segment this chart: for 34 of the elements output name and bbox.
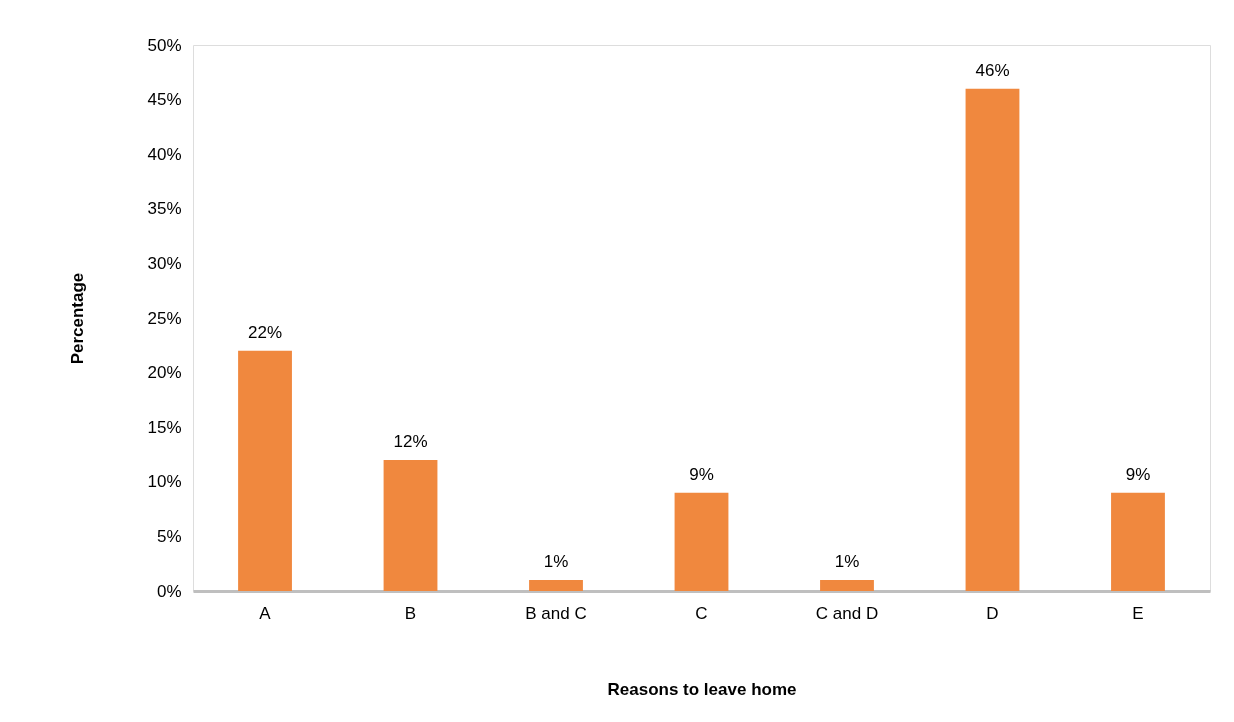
- x-tick-label: E: [1132, 603, 1144, 623]
- data-label: 12%: [393, 431, 428, 451]
- y-tick-label: 0%: [156, 581, 182, 601]
- data-label: 46%: [975, 60, 1010, 80]
- bar: [529, 580, 583, 591]
- data-label: 1%: [834, 552, 860, 572]
- bar: [674, 492, 729, 591]
- y-tick-label: 10%: [147, 472, 182, 492]
- y-tick-label: 25%: [147, 308, 182, 328]
- bar: [383, 459, 438, 591]
- data-label: 9%: [1125, 464, 1151, 484]
- y-tick-label: 20%: [147, 363, 182, 383]
- x-tick-label: B: [404, 603, 417, 623]
- x-tick-label: B and C: [525, 603, 587, 623]
- bar: [820, 580, 874, 591]
- x-tick-label: C: [695, 603, 708, 623]
- y-tick-label: 45%: [147, 90, 182, 110]
- x-tick-label: D: [986, 603, 999, 623]
- x-tick-label: A: [259, 603, 272, 623]
- bar: [1111, 492, 1165, 591]
- x-axis-title: Reasons to leave home: [607, 679, 797, 699]
- data-label: 9%: [689, 464, 714, 484]
- y-tick-label: 15%: [147, 417, 182, 437]
- y-axis-title: Percentage: [68, 272, 88, 365]
- y-tick-label: 35%: [147, 199, 182, 219]
- y-tick-label: 40%: [147, 144, 182, 164]
- y-tick-label: 30%: [147, 253, 182, 273]
- x-tick-label: C and D: [815, 603, 879, 623]
- bar: [238, 350, 292, 591]
- y-tick-label: 5%: [156, 526, 182, 546]
- data-label: 1%: [543, 552, 569, 572]
- bar: [965, 88, 1020, 591]
- y-tick-label: 50%: [147, 35, 182, 55]
- data-label: 22%: [248, 322, 283, 342]
